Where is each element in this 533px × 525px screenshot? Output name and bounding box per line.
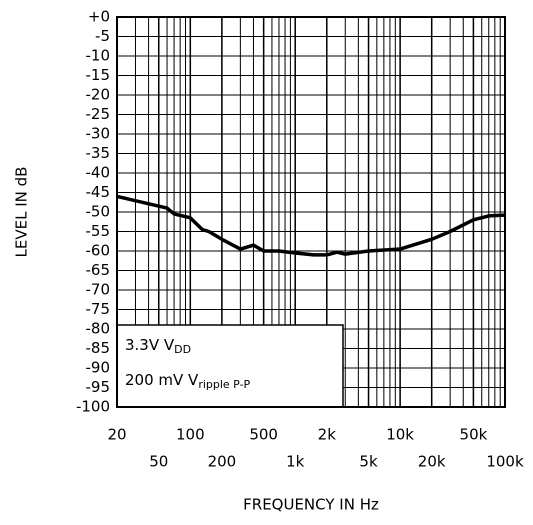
data-line (116, 194, 506, 257)
y-tick-label: -80 (86, 320, 111, 338)
x-tick-label: 200 (208, 453, 237, 471)
y-tick-label: -55 (86, 222, 111, 240)
y-tick-label: +0 (88, 8, 110, 26)
y-tick-label: -75 (86, 300, 111, 318)
x-tick-label: 50 (149, 453, 168, 471)
y-tick-label: -20 (86, 86, 111, 104)
x-axis-label: FREQUENCY IN Hz (243, 496, 379, 514)
y-tick-label: -30 (86, 125, 111, 143)
x-tick-label: 10k (386, 426, 414, 444)
y-tick-label: -40 (86, 164, 111, 182)
x-tick-label: 100 (176, 426, 205, 444)
y-tick-label: -65 (86, 261, 111, 279)
y-tick-label: -85 (86, 339, 111, 357)
y-axis-label: LEVEL IN dB (13, 167, 31, 258)
x-tick-label: 20k (418, 453, 446, 471)
y-tick-label: -35 (86, 144, 111, 162)
y-tick-label: -5 (95, 27, 110, 45)
x-tick-label: 500 (249, 426, 278, 444)
x-tick-label: 1k (286, 453, 305, 471)
y-tick-label: -100 (76, 398, 110, 416)
x-tick-label: 5k (359, 453, 378, 471)
annotation: 200 mV Vripple P-P (125, 371, 251, 392)
y-tick-label: -45 (86, 183, 111, 201)
y-tick-label: -95 (86, 378, 111, 396)
y-tick-label: -60 (86, 242, 111, 260)
x-tick-label: 100k (486, 453, 524, 471)
x-tick-label: 50k (460, 426, 488, 444)
plot-frame (116, 16, 506, 408)
y-tick-label: -90 (86, 359, 111, 377)
x-tick-label: 2k (318, 426, 337, 444)
y-tick-label: -25 (86, 105, 111, 123)
y-tick-label: -15 (86, 66, 111, 84)
annotation: 3.3V VDD (125, 336, 191, 357)
x-tick-label: 20 (107, 426, 126, 444)
y-tick-label: -10 (86, 47, 111, 65)
y-tick-label: -50 (86, 203, 111, 221)
y-tick-label: -70 (86, 281, 111, 299)
